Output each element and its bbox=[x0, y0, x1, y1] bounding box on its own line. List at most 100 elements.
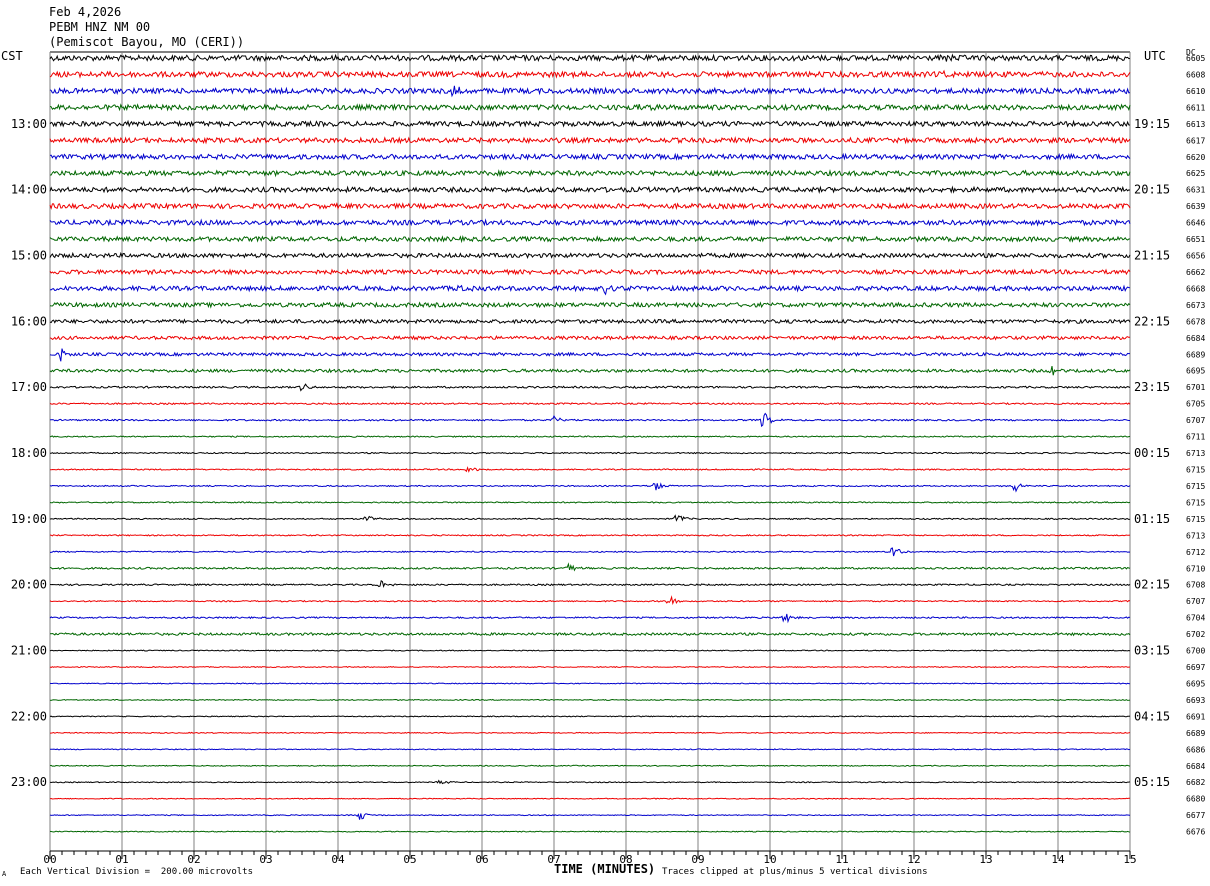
x-tick-label: 09 bbox=[691, 853, 704, 866]
utc-time-label: 22:15 bbox=[1134, 314, 1170, 328]
trace-line bbox=[49, 698, 1131, 701]
cst-time-label: 13:00 bbox=[11, 117, 47, 131]
clip-note: Traces clipped at plus/minus 5 vertical … bbox=[662, 867, 928, 877]
trace-line bbox=[49, 69, 1131, 80]
cst-time-label: 21:00 bbox=[11, 644, 47, 658]
trace-line bbox=[49, 579, 1131, 588]
x-tick-label: 11 bbox=[835, 853, 848, 866]
dc-offset-label: 6662 bbox=[1186, 268, 1205, 277]
dc-offset-label: 6704 bbox=[1186, 614, 1205, 623]
x-tick-label: 15 bbox=[1123, 853, 1136, 866]
dc-offset-label: 6700 bbox=[1186, 647, 1205, 656]
trace-line bbox=[49, 830, 1131, 833]
dc-offset-label: 6617 bbox=[1186, 136, 1205, 145]
dc-offset-label: 6695 bbox=[1186, 367, 1205, 376]
trace-line bbox=[50, 451, 1131, 455]
trace-line bbox=[49, 779, 1131, 785]
x-tick-label: 06 bbox=[475, 853, 488, 866]
trace-line bbox=[49, 764, 1131, 767]
cst-time-label: 16:00 bbox=[11, 314, 47, 328]
cst-label: CST bbox=[1, 49, 23, 63]
trace-line bbox=[49, 383, 1131, 392]
trace-line bbox=[49, 301, 1131, 309]
dc-offset-label: 6684 bbox=[1186, 762, 1205, 771]
trace-line bbox=[49, 482, 1131, 493]
dc-offset-label: 6715 bbox=[1186, 482, 1205, 491]
cst-time-label: 14:00 bbox=[11, 183, 47, 197]
dc-offset-label: 6678 bbox=[1186, 317, 1205, 326]
header-location: (Pemiscot Bayou, MO (CERI)) bbox=[49, 35, 245, 49]
dc-offset-label: 6715 bbox=[1186, 515, 1205, 524]
cst-time-label: 19:00 bbox=[11, 512, 47, 526]
cst-time-label: 18:00 bbox=[11, 446, 47, 460]
dc-offset-label: 6680 bbox=[1186, 795, 1205, 804]
dc-offset-label: 6608 bbox=[1186, 70, 1205, 79]
dc-offset-label: 6677 bbox=[1186, 811, 1205, 820]
x-tick-label: 02 bbox=[187, 853, 200, 866]
scale-note: Each Vertical Division = 200.00 microvol… bbox=[20, 867, 253, 877]
dc-offset-label: 6707 bbox=[1186, 416, 1205, 425]
cst-time-label: 20:00 bbox=[11, 578, 47, 592]
utc-time-label: 03:15 bbox=[1134, 644, 1170, 658]
trace-line bbox=[49, 235, 1131, 244]
trace-line bbox=[49, 595, 1131, 606]
x-tick-label: 14 bbox=[1051, 853, 1065, 866]
dc-offset-label: 6610 bbox=[1186, 87, 1205, 96]
utc-time-label: 04:15 bbox=[1134, 709, 1170, 723]
dc-offset-label: 6620 bbox=[1186, 153, 1205, 162]
trace-line bbox=[50, 169, 1131, 178]
dc-offset-label: 6676 bbox=[1186, 828, 1205, 837]
cst-time-label: 17:00 bbox=[11, 380, 47, 394]
dc-offset-label: 6710 bbox=[1186, 564, 1205, 573]
trace-line bbox=[49, 534, 1131, 537]
dc-offset-label: 6707 bbox=[1186, 597, 1205, 606]
dc-offset-label: 6625 bbox=[1186, 169, 1205, 178]
trace-line bbox=[49, 613, 1131, 624]
dc-offset-label: 6651 bbox=[1186, 235, 1205, 244]
trace-line bbox=[49, 682, 1131, 685]
x-tick-label: 04 bbox=[331, 853, 345, 866]
dc-offset-label: 6656 bbox=[1186, 252, 1205, 261]
trace-line bbox=[49, 268, 1131, 276]
trace-line bbox=[50, 631, 1131, 637]
trace-line bbox=[49, 715, 1131, 718]
trace-line bbox=[50, 748, 1131, 751]
x-tick-label: 00 bbox=[43, 853, 56, 866]
x-tick-label: 13 bbox=[979, 853, 992, 866]
header-date: Feb 4,2026 bbox=[49, 5, 122, 19]
x-tick-label: 03 bbox=[259, 853, 272, 866]
dc-offset-label: 6713 bbox=[1186, 531, 1205, 540]
trace-line bbox=[49, 813, 1131, 820]
utc-time-label: 02:15 bbox=[1134, 578, 1170, 592]
trace-line bbox=[49, 412, 1130, 428]
dc-offset-label: 6689 bbox=[1186, 729, 1205, 738]
x-tick-label: 12 bbox=[907, 853, 920, 866]
dc-offset-label: 6646 bbox=[1186, 219, 1205, 228]
trace-line bbox=[49, 334, 1131, 341]
trace-line bbox=[50, 547, 1131, 557]
trace-line bbox=[49, 402, 1131, 406]
dc-offset-label: 6705 bbox=[1186, 400, 1205, 409]
x-tick-label: 10 bbox=[763, 853, 776, 866]
trace-line bbox=[49, 797, 1130, 800]
dc-offset-label: 6682 bbox=[1186, 778, 1205, 787]
dc-offset-label: 6695 bbox=[1186, 679, 1205, 688]
dc-label: DC bbox=[1186, 48, 1196, 57]
x-tick-label: 08 bbox=[619, 853, 632, 866]
trace-line bbox=[49, 218, 1131, 227]
trace-line bbox=[49, 514, 1131, 522]
utc-time-label: 05:15 bbox=[1134, 775, 1170, 789]
dc-offset-label: 6715 bbox=[1186, 498, 1205, 507]
dc-offset-label: 6712 bbox=[1186, 548, 1205, 557]
trace-line bbox=[50, 731, 1131, 734]
utc-time-label: 19:15 bbox=[1134, 117, 1170, 131]
utc-time-label: 23:15 bbox=[1134, 380, 1170, 394]
dc-offset-label: 6611 bbox=[1186, 103, 1205, 112]
dc-offset-label: 6639 bbox=[1186, 202, 1205, 211]
trace-line bbox=[49, 284, 1131, 296]
trace-line bbox=[49, 318, 1131, 325]
dc-offset-label: 6701 bbox=[1186, 383, 1205, 392]
dc-offset-label: 6686 bbox=[1186, 745, 1205, 754]
dc-offset-label: 6684 bbox=[1186, 334, 1205, 343]
